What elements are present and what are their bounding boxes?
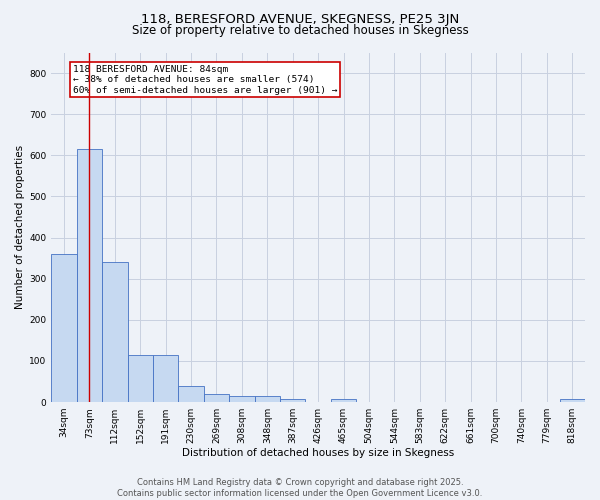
- Bar: [153, 355, 178, 402]
- Bar: [77, 149, 102, 402]
- X-axis label: Distribution of detached houses by size in Skegness: Distribution of detached houses by size …: [182, 448, 454, 458]
- Text: Contains HM Land Registry data © Crown copyright and database right 2025.
Contai: Contains HM Land Registry data © Crown c…: [118, 478, 482, 498]
- Text: Size of property relative to detached houses in Skegness: Size of property relative to detached ho…: [131, 24, 469, 37]
- Bar: [102, 262, 128, 402]
- Bar: [254, 396, 280, 402]
- Bar: [229, 396, 254, 402]
- Bar: [128, 355, 153, 402]
- Bar: [560, 399, 585, 402]
- Y-axis label: Number of detached properties: Number of detached properties: [15, 145, 25, 310]
- Text: 118, BERESFORD AVENUE, SKEGNESS, PE25 3JN: 118, BERESFORD AVENUE, SKEGNESS, PE25 3J…: [141, 12, 459, 26]
- Bar: [51, 254, 77, 402]
- Bar: [331, 399, 356, 402]
- Bar: [204, 394, 229, 402]
- Bar: [178, 386, 204, 402]
- Text: 118 BERESFORD AVENUE: 84sqm
← 38% of detached houses are smaller (574)
60% of se: 118 BERESFORD AVENUE: 84sqm ← 38% of det…: [73, 65, 337, 94]
- Bar: [280, 399, 305, 402]
